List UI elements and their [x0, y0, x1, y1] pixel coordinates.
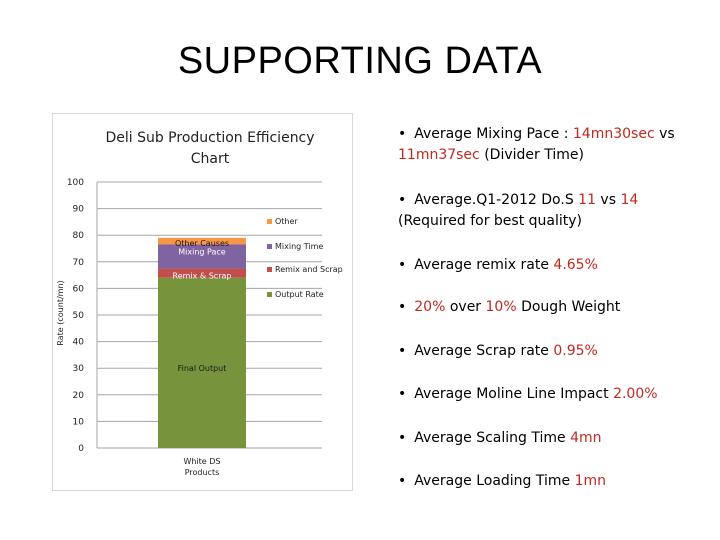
highlighted-value: 1mn [574, 473, 607, 489]
highlighted-value: 4.65% [553, 257, 598, 273]
slide-title: SUPPORTING DATA [177, 40, 543, 82]
bullet-text: vs [654, 126, 675, 142]
bullet-item-1: • Average Mixing Pace : 14mn30sec vs 11mn… [398, 124, 708, 166]
y-tick-label-80: 80 [73, 231, 85, 241]
y-tick-label-70: 70 [73, 258, 85, 268]
bullet-dot: • [398, 192, 407, 208]
highlighted-value: 2.00% [613, 386, 658, 402]
y-tick-label-100: 100 [67, 178, 84, 188]
chart-title-line-2: Chart [190, 151, 230, 167]
y-tick-label-20: 20 [73, 391, 85, 401]
bar-segment-output-rate [158, 277, 246, 448]
y-axis-title: Rate (count/mn) [56, 280, 65, 345]
legend-swatch-mixing-time [267, 244, 272, 249]
y-tick-label-30: 30 [73, 364, 85, 374]
legend-swatch-output-rate [267, 292, 272, 297]
chart-frame [52, 113, 353, 491]
legend-label-other: Other [275, 217, 298, 226]
bullet-item-8: • Average Loading Time 1mn [398, 471, 708, 492]
bullet-item-3: • Average remix rate 4.65% [398, 255, 708, 276]
bullet-text: (Required for best quality) [398, 213, 583, 229]
bullet-item-4: • 20% over 10% Dough Weight [398, 297, 708, 318]
x-category-label: White DS [183, 457, 220, 466]
legend-label-mixing-time: Mixing Time [275, 242, 323, 251]
y-tick-label-90: 90 [73, 205, 85, 215]
legend-swatch-remix-and-scrap [267, 267, 272, 272]
bullet-item-5: • Average Scrap rate 0.95% [398, 341, 708, 362]
y-tick-label-0: 0 [78, 444, 84, 454]
bullet-text: (Divider Time) [479, 147, 584, 163]
bullet-item-2: • Average.Q1-2012 Do.S 11 vs 14 (Required… [398, 190, 708, 232]
legend-label-output-rate: Output Rate [275, 290, 324, 299]
legend-label-remix-and-scrap: Remix and Scrap [275, 265, 343, 274]
y-tick-label-50: 50 [73, 311, 85, 321]
bullet-dot: • [398, 343, 407, 359]
bullet-dot: • [398, 386, 407, 402]
highlighted-value: 11mn37sec [398, 147, 480, 163]
y-tick-label-60: 60 [73, 284, 85, 294]
bullet-text: Average.Q1-2012 Do.S [414, 192, 579, 208]
bullet-dot: • [398, 473, 407, 489]
data-label-remix-and-scrap: Remix & Scrap [173, 271, 232, 280]
highlighted-value: 14mn30sec [572, 126, 655, 142]
bar-segment-mixing-time [158, 244, 246, 269]
bullet-text: Dough Weight [516, 299, 621, 315]
highlighted-value: 0.95% [553, 343, 598, 359]
bullet-dot: • [398, 126, 407, 142]
bullet-text: Average remix rate [414, 257, 554, 273]
data-label-other: Other Causes [175, 239, 229, 248]
chart-title: Deli Sub Production Efficiency Chart [80, 128, 340, 170]
bullet-text: vs [595, 192, 621, 208]
highlighted-value: 11 [578, 192, 596, 208]
bullet-item-7: • Average Scaling Time 4mn [398, 428, 708, 449]
bullet-text: over [445, 299, 486, 315]
bullet-text: Average Loading Time [414, 473, 575, 489]
highlighted-value: 20% [414, 299, 446, 315]
bullet-text: Average Moline Line Impact [414, 386, 614, 402]
bullet-text: Average Mixing Pace : [414, 126, 573, 142]
y-tick-label-10: 10 [73, 417, 85, 427]
chart-title-line-1: Deli Sub Production Efficiency [105, 130, 315, 146]
bar-segment-other [158, 237, 246, 245]
bar-segment-remix-and-scrap [158, 268, 246, 278]
legend-swatch-other [267, 219, 272, 224]
bullet-dot: • [398, 430, 407, 446]
bullet-item-6: • Average Moline Line Impact 2.00% [398, 384, 708, 405]
bullet-text: Average Scrap rate [414, 343, 554, 359]
bullet-dot: • [398, 257, 407, 273]
bullet-dot: • [398, 299, 407, 315]
y-tick-label-40: 40 [73, 338, 85, 348]
data-label-mixing-time: Mixing Pace [178, 248, 226, 257]
highlighted-value: 14 [620, 192, 639, 208]
data-label-output-rate: Final Output [178, 364, 227, 373]
x-category-label: Products [185, 468, 220, 477]
bullet-text: Average Scaling Time [414, 430, 571, 446]
highlighted-value: 4mn [570, 430, 602, 446]
highlighted-value: 10% [485, 299, 517, 315]
